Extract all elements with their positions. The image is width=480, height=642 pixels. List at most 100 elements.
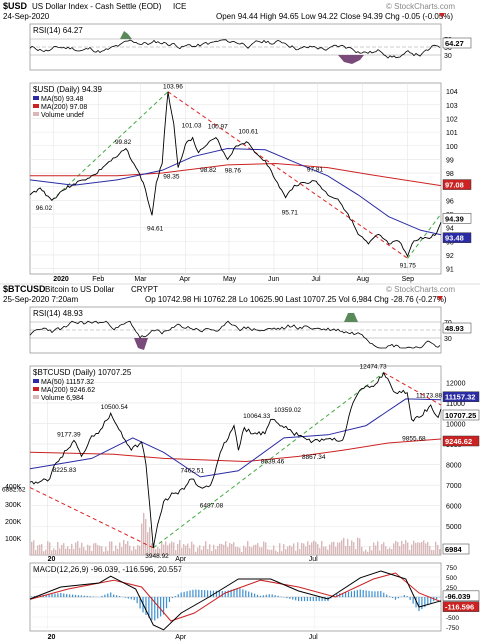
btc-price-annotation: 3948.92 [145, 553, 169, 560]
usd-instrument-name: US Dollar Index - Cash Settle (EOD) [32, 2, 162, 11]
btc-volume-bar [163, 544, 165, 555]
usd-price-annotation: 100.61 [238, 128, 258, 135]
macd-histogram-bar [362, 589, 364, 598]
macd-histogram-bar [183, 591, 185, 598]
macd-histogram-bar [48, 594, 50, 598]
btc-exchange: CRYPT [131, 285, 158, 294]
macd-histogram-bar [45, 594, 47, 598]
usd-legend-ma200-swatch [33, 104, 39, 108]
btc-volume-bar [271, 549, 273, 555]
btc-volume-bar [221, 543, 223, 555]
usd-ma200-value-box: 97.08 [442, 179, 472, 190]
btc-volume-bar [373, 542, 375, 555]
macd-histogram-bar [221, 590, 223, 598]
svg-text:-96.039: -96.039 [445, 592, 470, 601]
btc-volume-bar [397, 542, 399, 555]
usd-rsi-tick: 30 [444, 53, 452, 60]
btc-volume-bar [285, 549, 287, 555]
btc-volume-bar [171, 541, 173, 555]
btc-volume-bar [111, 541, 113, 555]
btc-volume-bar [319, 548, 321, 555]
macd-histogram-bar [186, 591, 188, 598]
btc-volume-bar [257, 543, 259, 555]
btc-volume-bar [153, 544, 155, 555]
btc-volume-bar [301, 542, 303, 555]
btc-volume-bar [69, 548, 71, 555]
btc-volume-bar [53, 548, 55, 555]
macd-histogram-bar [124, 597, 127, 598]
btc-volume-bar [267, 549, 269, 555]
macd-histogram-bar [435, 597, 438, 600]
macd-histogram-bar [365, 590, 367, 598]
macd-histogram-bar [397, 597, 400, 599]
macd-histogram-bar [127, 597, 129, 599]
macd-histogram-bar [344, 592, 347, 598]
usd-y-tick-label: 101 [446, 130, 458, 137]
btc-volume-bar [347, 538, 349, 555]
macd-histogram-bar [168, 597, 171, 602]
macd-histogram-bar [274, 595, 276, 598]
btc-volume-bar [223, 544, 225, 555]
btc-volume-bar [217, 546, 219, 555]
usd-date: 24-Sep-2020 [3, 12, 50, 21]
btc-last-price-box: 10707.25 [442, 409, 480, 421]
usd-y-tick-label: 91 [446, 267, 454, 274]
btc-volume-bar [277, 551, 279, 555]
macd-histogram-bar [239, 588, 241, 598]
macd-histogram-bar [174, 596, 176, 598]
macd-histogram-bar [195, 589, 197, 598]
btc-volume-bar [355, 548, 357, 555]
btc-rsi-tick: 30 [444, 336, 452, 343]
btc-rsi-label: RSI(14) 48.93 [33, 309, 83, 318]
btc-volume-bar [99, 545, 101, 555]
macd-histogram-bar [324, 597, 326, 602]
macd-histogram-bar [171, 597, 173, 598]
btc-volume-bar [343, 537, 345, 555]
macd-histogram-bar [207, 590, 209, 598]
btc-volume-bar [161, 541, 163, 555]
usd-x-tick-label: Sep [402, 276, 415, 283]
macd-histogram-bar [259, 595, 262, 598]
btc-volume-bar [135, 549, 137, 555]
btc-volume-bar [195, 551, 197, 555]
usd-y-tick-label: 102 [446, 116, 458, 123]
macd-histogram-bar [271, 594, 273, 598]
macd-tick-label: -500 [446, 615, 459, 622]
usd-price-line [29, 91, 442, 258]
macd-histogram-bar [74, 594, 77, 598]
btc-volume-bar [289, 545, 291, 555]
macd-histogram-bar [215, 590, 218, 598]
usd-rsi-overbought-fill [120, 31, 132, 39]
macd-histogram-bar [230, 589, 232, 598]
macd-histogram-bar [69, 594, 71, 598]
macd-histogram-bar [421, 597, 423, 610]
svg-text:11157.32: 11157.32 [445, 393, 475, 402]
macd-histogram-bar [262, 595, 264, 598]
macd-histogram-bar [236, 588, 238, 598]
btc-volume-bar [169, 543, 171, 555]
macd-histogram-bar [298, 597, 300, 602]
usd-price-annotation: 98.82 [200, 167, 217, 174]
macd-histogram-bar [245, 590, 247, 598]
btc-y-tick-label: 6000 [446, 504, 462, 511]
macd-histogram-bar [415, 597, 417, 608]
btc-volume-bar [341, 540, 343, 555]
macd-x-tick-label: 20 [48, 634, 56, 641]
btc-volume-bar [413, 540, 415, 555]
btc-volume-bar [243, 545, 245, 555]
macd-histogram-bar [177, 594, 179, 598]
btc-price-panel [29, 365, 442, 556]
macd-histogram-bar [180, 592, 182, 598]
macd-label: MACD(12,26,9) -96.039, -116.596, 20.557 [33, 565, 183, 574]
btc-volume-bar [109, 541, 111, 555]
usd-y-tick-label: 100 [446, 144, 458, 151]
macd-histogram-bar [359, 589, 361, 598]
btc-y-tick-label: 11000 [446, 401, 465, 408]
btc-volume-bar [393, 543, 395, 555]
macd-histogram-bar [130, 597, 132, 600]
macd-histogram-bar [350, 591, 353, 598]
btc-price-annotation: 6882.62 [2, 487, 26, 494]
btc-volume-bar [293, 543, 295, 555]
usd-ma50-value-box: 93.48 [442, 232, 472, 243]
btc-volume-bar [381, 544, 383, 555]
